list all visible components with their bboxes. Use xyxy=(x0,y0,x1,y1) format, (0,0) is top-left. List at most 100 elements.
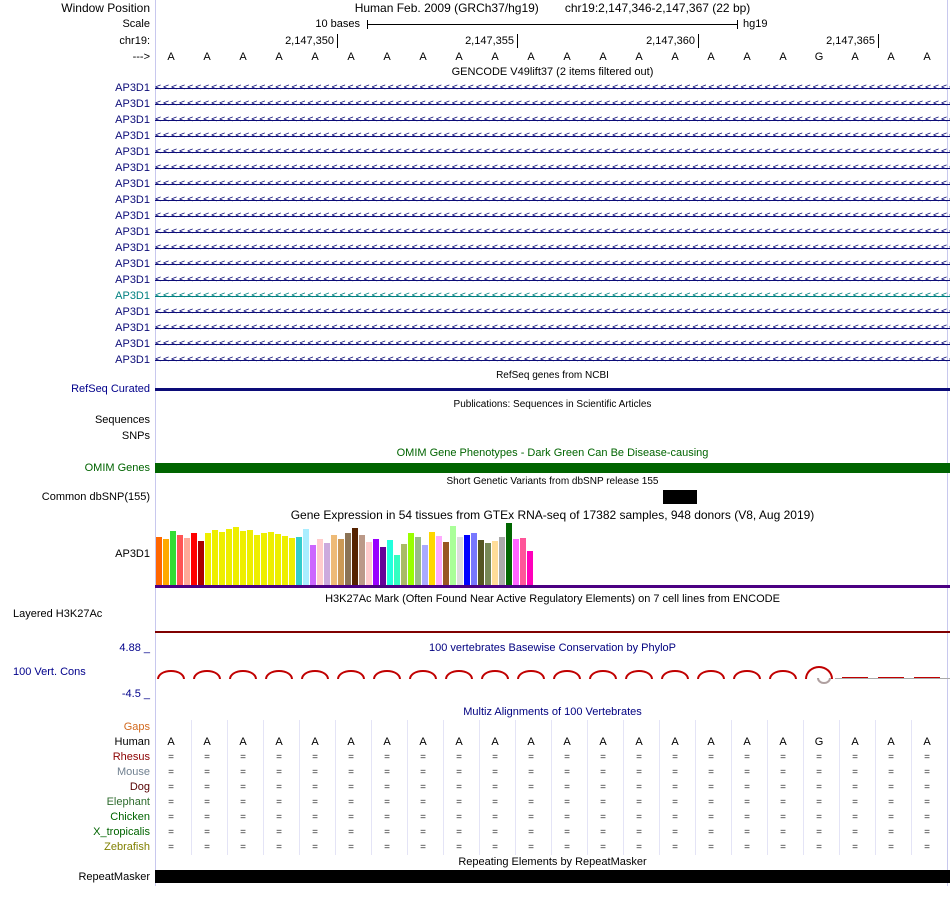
gtex-tissue-bar[interactable] xyxy=(373,539,379,585)
gtex-tissue-bar[interactable] xyxy=(345,533,351,585)
gtex-tissue-bar[interactable] xyxy=(191,533,197,585)
species-label[interactable]: Human xyxy=(114,736,150,748)
gtex-tissue-bar[interactable] xyxy=(198,541,204,585)
dbsnp-track-label[interactable]: Common dbSNP(155) xyxy=(41,491,150,503)
species-label[interactable]: Chicken xyxy=(110,811,150,823)
transcript-item[interactable]: <<<<<<<<<<<<<<<<<<<<<<<<<<<<<<<<<<<<<<<<… xyxy=(155,304,950,320)
gtex-tissue-bar[interactable] xyxy=(226,529,232,585)
gtex-tissue-bar[interactable] xyxy=(408,533,414,585)
gene-label[interactable]: AP3D1 xyxy=(115,322,150,334)
transcript-item[interactable]: <<<<<<<<<<<<<<<<<<<<<<<<<<<<<<<<<<<<<<<<… xyxy=(155,256,950,272)
gtex-tissue-bar[interactable] xyxy=(506,523,512,585)
gtex-tissue-bar[interactable] xyxy=(177,535,183,585)
transcript-item[interactable]: <<<<<<<<<<<<<<<<<<<<<<<<<<<<<<<<<<<<<<<<… xyxy=(155,144,950,160)
gtex-tissue-bar[interactable] xyxy=(317,539,323,585)
omim-item[interactable] xyxy=(155,461,950,475)
gtex-tissue-bar[interactable] xyxy=(457,537,463,585)
gtex-tissue-bar[interactable] xyxy=(485,543,491,585)
refseq-item[interactable] xyxy=(155,383,950,396)
gtex-tissue-bar[interactable] xyxy=(492,541,498,585)
gtex-tissue-bar[interactable] xyxy=(289,538,295,585)
gtex-tissue-bar[interactable] xyxy=(338,539,344,585)
gtex-tissue-bar[interactable] xyxy=(429,532,435,585)
transcript-item[interactable]: <<<<<<<<<<<<<<<<<<<<<<<<<<<<<<<<<<<<<<<<… xyxy=(155,80,950,96)
gtex-tissue-bar[interactable] xyxy=(527,551,533,585)
omim-track-label[interactable]: OMIM Genes xyxy=(84,462,150,474)
gtex-gene-label[interactable]: AP3D1 xyxy=(115,548,150,560)
gene-label[interactable]: AP3D1 xyxy=(115,82,150,94)
refseq-track-label[interactable]: RefSeq Curated xyxy=(71,383,150,395)
gene-label[interactable]: AP3D1 xyxy=(115,162,150,174)
species-label[interactable]: X_tropicalis xyxy=(93,826,150,838)
alignment-track[interactable]: = = = = = = = = = = = = = = = = = = = = = = xyxy=(155,765,950,780)
gtex-tissue-bar[interactable] xyxy=(156,537,162,585)
alignment-track[interactable]: = = = = = = = = = = = = = = = = = = = = = = xyxy=(155,825,950,840)
gene-label[interactable]: AP3D1 xyxy=(115,114,150,126)
gtex-tissue-bar[interactable] xyxy=(282,536,288,585)
gene-label[interactable]: AP3D1 xyxy=(115,226,150,238)
gtex-tissue-bar[interactable] xyxy=(450,526,456,585)
gtex-tissue-bar[interactable] xyxy=(464,535,470,585)
transcript-item[interactable]: <<<<<<<<<<<<<<<<<<<<<<<<<<<<<<<<<<<<<<<<… xyxy=(155,96,950,112)
species-label[interactable]: Mouse xyxy=(116,766,150,778)
gtex-tissue-bar[interactable] xyxy=(205,533,211,585)
snps-track-label[interactable]: SNPs xyxy=(121,430,150,442)
phylop-track-label[interactable]: 100 Vert. Cons xyxy=(13,666,86,678)
gtex-tissue-bar[interactable] xyxy=(394,555,400,585)
transcript-item[interactable]: <<<<<<<<<<<<<<<<<<<<<<<<<<<<<<<<<<<<<<<<… xyxy=(155,224,950,240)
gtex-tissue-bar[interactable] xyxy=(247,530,253,585)
gene-label[interactable]: AP3D1 xyxy=(115,98,150,110)
transcript-item[interactable]: <<<<<<<<<<<<<<<<<<<<<<<<<<<<<<<<<<<<<<<<… xyxy=(155,176,950,192)
species-label[interactable]: Gaps xyxy=(123,721,150,733)
alignment-track[interactable] xyxy=(155,720,950,735)
gtex-tissue-bar[interactable] xyxy=(520,538,526,585)
gtex-tissue-bar[interactable] xyxy=(443,542,449,585)
gtex-tissue-bar[interactable] xyxy=(387,540,393,585)
gene-label[interactable]: AP3D1 xyxy=(115,290,150,302)
gtex-gene-model-line[interactable] xyxy=(155,585,950,588)
gtex-tissue-bar[interactable] xyxy=(513,539,519,585)
h3k27ac-track-label[interactable]: Layered H3K27Ac xyxy=(13,608,103,620)
gene-label[interactable]: AP3D1 xyxy=(115,338,150,350)
gene-label[interactable]: AP3D1 xyxy=(115,210,150,222)
transcript-item[interactable]: <<<<<<<<<<<<<<<<<<<<<<<<<<<<<<<<<<<<<<<<… xyxy=(155,112,950,128)
dbsnp-variant-box[interactable] xyxy=(663,490,697,504)
transcript-item[interactable]: <<<<<<<<<<<<<<<<<<<<<<<<<<<<<<<<<<<<<<<<… xyxy=(155,192,950,208)
gtex-tissue-bar[interactable] xyxy=(296,537,302,585)
repeatmasker-track-label[interactable]: RepeatMasker xyxy=(78,871,150,883)
alignment-track[interactable]: = = = = = = = = = = = = = = = = = = = = = = xyxy=(155,795,950,810)
gtex-tissue-bar[interactable] xyxy=(254,535,260,585)
repeatmasker-item[interactable] xyxy=(155,869,950,885)
gtex-tissue-bar[interactable] xyxy=(380,547,386,585)
gtex-tissue-bar[interactable] xyxy=(415,537,421,585)
species-label[interactable]: Elephant xyxy=(106,796,150,808)
gtex-bar-chart[interactable] xyxy=(155,523,950,585)
h3k27ac-signal[interactable] xyxy=(155,622,950,636)
gene-label[interactable]: AP3D1 xyxy=(115,178,150,190)
alignment-track[interactable]: = = = = = = = = = = = = = = = = = = = = = = xyxy=(155,780,950,795)
transcript-item[interactable]: <<<<<<<<<<<<<<<<<<<<<<<<<<<<<<<<<<<<<<<<… xyxy=(155,288,950,304)
species-label[interactable]: Rhesus xyxy=(112,751,150,763)
gtex-tissue-bar[interactable] xyxy=(219,532,225,585)
conservation-wiggle[interactable] xyxy=(155,656,950,688)
gtex-tissue-bar[interactable] xyxy=(436,536,442,585)
gene-label[interactable]: AP3D1 xyxy=(115,354,150,366)
gtex-tissue-bar[interactable] xyxy=(471,533,477,585)
gtex-tissue-bar[interactable] xyxy=(310,545,316,585)
gtex-tissue-bar[interactable] xyxy=(303,529,309,585)
gene-label[interactable]: AP3D1 xyxy=(115,274,150,286)
gene-label[interactable]: AP3D1 xyxy=(115,242,150,254)
gene-label[interactable]: AP3D1 xyxy=(115,258,150,270)
gtex-tissue-bar[interactable] xyxy=(324,543,330,585)
transcript-item[interactable]: <<<<<<<<<<<<<<<<<<<<<<<<<<<<<<<<<<<<<<<<… xyxy=(155,240,950,256)
transcript-item[interactable]: <<<<<<<<<<<<<<<<<<<<<<<<<<<<<<<<<<<<<<<<… xyxy=(155,128,950,144)
gtex-tissue-bar[interactable] xyxy=(212,530,218,585)
gtex-tissue-bar[interactable] xyxy=(331,535,337,585)
gtex-tissue-bar[interactable] xyxy=(401,544,407,585)
gtex-tissue-bar[interactable] xyxy=(163,539,169,585)
transcript-item[interactable]: <<<<<<<<<<<<<<<<<<<<<<<<<<<<<<<<<<<<<<<<… xyxy=(155,272,950,288)
publications-track-label[interactable]: Sequences xyxy=(94,414,150,426)
base-position-ruler[interactable]: 2,147,350 2,147,355 2,147,360 2,147,365 xyxy=(155,33,950,49)
gtex-tissue-bar[interactable] xyxy=(268,532,274,585)
